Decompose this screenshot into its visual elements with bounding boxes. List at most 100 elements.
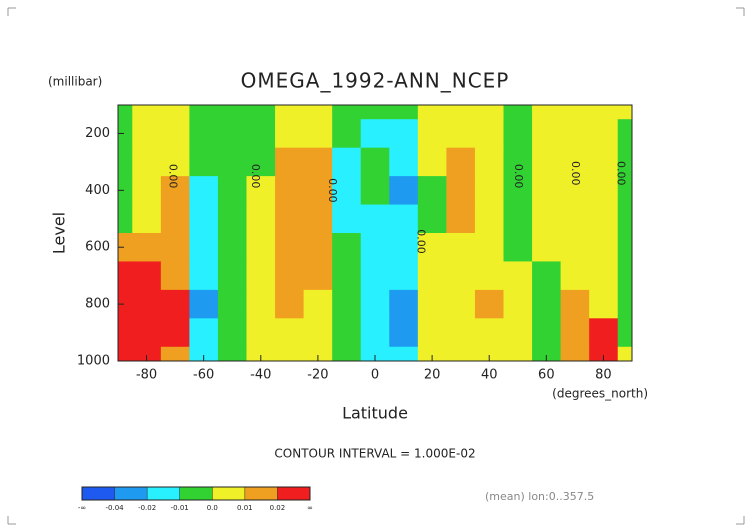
contour-cell — [118, 261, 133, 291]
contour-cell — [532, 204, 562, 234]
contour-cell — [275, 147, 305, 177]
y-tick-label: 600 — [85, 240, 110, 255]
contour-cell — [560, 105, 590, 120]
contour-cell — [118, 346, 133, 361]
contour-cell — [446, 147, 476, 177]
contour-cell — [474, 176, 505, 206]
x-unit: (degrees_north) — [552, 387, 648, 401]
colorbar-swatch — [179, 487, 213, 500]
contour-cell — [617, 147, 632, 177]
contour-cell — [389, 105, 419, 120]
contour-cell — [589, 233, 619, 263]
x-tick-label: 80 — [595, 368, 612, 383]
contour-cell — [275, 105, 305, 120]
contour-cell — [332, 346, 362, 361]
contour-cell — [560, 261, 590, 291]
contour-cell — [532, 176, 562, 206]
y-axis-title: Level — [50, 212, 69, 254]
x-tick-label: 60 — [538, 368, 555, 383]
contour-cell — [532, 105, 562, 120]
contour-cell — [503, 318, 533, 348]
contour-cell — [560, 176, 590, 206]
contour-cell — [246, 233, 276, 263]
contour-label: 0.00 — [415, 229, 428, 254]
contour-cell — [217, 346, 248, 361]
contour-cell — [560, 346, 590, 361]
contour-cell — [189, 119, 219, 149]
contour-cell — [189, 261, 219, 291]
contour-cell — [589, 289, 619, 319]
contour-cell — [160, 346, 190, 361]
y-tick-label: 400 — [85, 183, 110, 198]
corner-marks — [7, 7, 745, 525]
contour-cell — [474, 233, 505, 263]
contour-cell — [189, 318, 219, 348]
colorbar-swatch — [277, 487, 310, 500]
contour-cell — [503, 261, 533, 291]
contour-cell — [332, 176, 362, 206]
contour-cell — [360, 318, 390, 348]
contour-label: 0.00 — [249, 164, 262, 189]
contour-cell — [417, 176, 447, 206]
contour-cell — [560, 204, 590, 234]
contour-cell — [160, 289, 190, 319]
contour-cell — [189, 289, 219, 319]
contour-cell — [160, 176, 190, 206]
contour-cell — [303, 204, 333, 234]
contour-cell — [446, 289, 476, 319]
colorbar-frame — [81, 486, 311, 501]
colorbar-swatch — [244, 487, 278, 500]
contour-label: 0.00 — [615, 161, 628, 186]
contour-cell — [617, 346, 632, 361]
footnote: (mean) lon:0..357.5 — [485, 490, 594, 503]
colorbar-label: -0.02 — [138, 504, 156, 512]
contour-cell — [474, 261, 505, 291]
contour-cell — [132, 261, 162, 291]
contour-cell — [303, 147, 333, 177]
y-tick-label: 200 — [85, 126, 110, 141]
colorbar-swatch — [212, 487, 245, 500]
x-tick-label: -20 — [307, 368, 328, 383]
contour-cell — [160, 233, 190, 263]
contour-cell — [589, 119, 619, 149]
contour-cell — [589, 346, 619, 361]
contour-cell — [446, 233, 476, 263]
contour-cell — [332, 318, 362, 348]
contour-cell — [303, 318, 333, 348]
contour-cell — [217, 119, 248, 149]
contour-cell — [246, 105, 276, 120]
contour-cell — [217, 176, 248, 206]
contour-cell — [118, 147, 133, 177]
contour-cell — [589, 318, 619, 348]
contour-cell — [332, 105, 362, 120]
contour-cell — [446, 318, 476, 348]
contour-label: 0.00 — [326, 178, 339, 203]
contour-cell — [360, 119, 390, 149]
contour-cell — [589, 105, 619, 120]
contour-cell — [503, 346, 533, 361]
contour-cell — [303, 176, 333, 206]
contour-cell — [118, 233, 133, 263]
contour-cell — [617, 204, 632, 234]
contour-cell — [560, 318, 590, 348]
contour-cell — [389, 147, 419, 177]
contour-cell — [446, 346, 476, 361]
contour-cell — [589, 204, 619, 234]
contour-fill — [118, 105, 632, 361]
contour-cell — [446, 204, 476, 234]
contour-cell — [246, 119, 276, 149]
contour-cell — [303, 105, 333, 120]
contour-cell — [617, 289, 632, 319]
colorbar-label: 0.0 — [207, 504, 218, 512]
contour-cell — [617, 119, 632, 149]
y-unit: (millibar) — [48, 75, 102, 89]
colorbar: -∞ ∞ -0.04 -0.02 -0.01 0.0 0.01 0.02 — [78, 486, 313, 512]
contour-cell — [132, 176, 162, 206]
contour-cell — [132, 204, 162, 234]
contour-cell — [617, 318, 632, 348]
contour-cell — [332, 204, 362, 234]
contour-cell — [217, 204, 248, 234]
x-axis-title: Latitude — [342, 404, 408, 423]
